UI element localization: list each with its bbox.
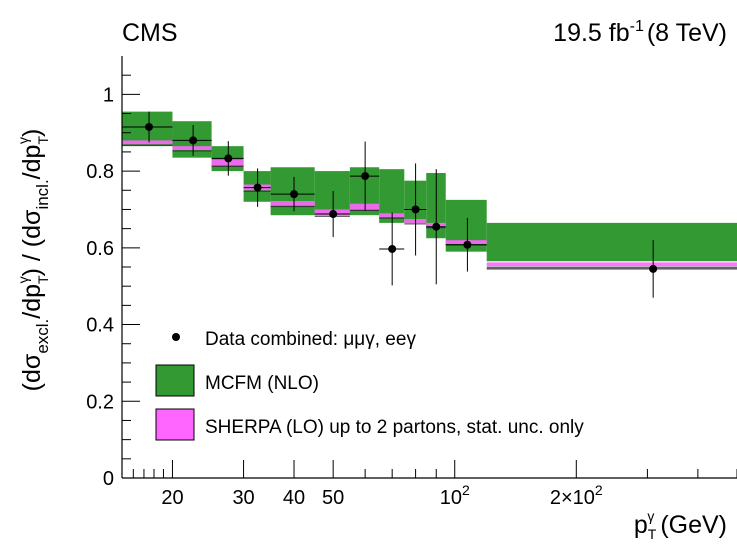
sherpa-band-bin <box>349 203 380 210</box>
data-point <box>145 122 154 131</box>
y-tick-label: 0.8 <box>86 161 114 183</box>
data-point <box>463 240 472 249</box>
legend-sherpa-swatch <box>155 408 195 441</box>
y-tick-label: 0 <box>103 468 114 490</box>
x-tick-label: 20 <box>161 487 183 509</box>
x-axis-title: pTγ (GeV) <box>634 508 727 542</box>
y-title-part: (dσ <box>18 353 46 391</box>
y-title-part: ) <box>18 129 46 137</box>
data-point <box>432 222 441 231</box>
sherpa-band-bin <box>270 201 315 206</box>
mcfm-band-bin <box>314 171 350 216</box>
experiment-label: CMS <box>122 19 178 47</box>
sherpa-band-bin <box>211 159 244 166</box>
y-tick-label: 0.4 <box>86 315 114 337</box>
x-tick-label: 102 <box>440 482 470 509</box>
data-point <box>290 190 299 199</box>
luminosity-energy: (8 TeV) <box>647 19 727 47</box>
luminosity-exponent: -1 <box>630 18 644 35</box>
y-title-sub: incl. <box>33 179 52 209</box>
data-point <box>649 264 658 273</box>
x-title-unit: (GeV) <box>660 511 727 539</box>
x-title-base: p <box>634 511 648 539</box>
y-title-part: /dp <box>18 284 46 319</box>
data-point <box>329 210 338 219</box>
x-tick-label-base: 20 <box>161 487 183 509</box>
data-point <box>411 205 420 214</box>
mcfm-band-bin <box>486 222 737 262</box>
data-point <box>361 172 370 181</box>
y-title-part: ) / (dσ <box>18 209 46 276</box>
y-title-sup: γ <box>15 276 31 283</box>
data-point <box>224 154 233 163</box>
y-title-sub: T <box>35 275 51 284</box>
legend: Data combined: μμγ, eeγ MCFM (NLO) SHERP… <box>155 329 584 441</box>
data-point <box>253 183 262 192</box>
legend-data-marker <box>172 333 180 341</box>
mcfm-band-layer <box>122 111 737 262</box>
x-tick-label-exponent: 2 <box>462 482 470 498</box>
x-tick-label-base: 10 <box>440 487 462 509</box>
y-tick-label: 0.6 <box>86 238 114 260</box>
x-tick-label: 2×102 <box>550 482 603 509</box>
legend-label-sherpa: SHERPA (LO) up to 2 partons, stat. unc. … <box>205 417 584 438</box>
luminosity-label: 19.5 fb-1 (8 TeV) <box>553 18 727 47</box>
x-tick-label-base: 50 <box>322 487 344 509</box>
y-title-sup: γ <box>15 137 31 144</box>
legend-mcfm-swatch <box>155 364 195 397</box>
sherpa-band-bin <box>172 146 212 150</box>
x-tick-label-base: 30 <box>232 487 254 509</box>
x-tick-label-base: 40 <box>283 487 305 509</box>
x-tick-label-exponent: 2 <box>595 482 603 498</box>
legend-label-mcfm: MCFM (NLO) <box>205 373 319 394</box>
x-title-sub: T <box>648 526 657 542</box>
data-point <box>388 244 397 253</box>
data-points-layer <box>122 111 737 298</box>
sherpa-band-bin <box>122 140 173 145</box>
x-tick-label: 40 <box>283 487 305 509</box>
sherpa-band-bin <box>486 262 737 267</box>
y-tick-label: 1 <box>103 84 114 106</box>
y-axis-title: (dσexcl./dpTγ) / (dσincl./dpTγ) <box>15 129 52 392</box>
x-tick-label: 30 <box>232 487 254 509</box>
x-tick-label: 50 <box>322 487 344 509</box>
luminosity-value: 19.5 fb <box>553 19 629 47</box>
y-title-sub: excl. <box>33 319 52 354</box>
x-tick-label-base: 2×10 <box>550 487 595 509</box>
legend-label-data: Data combined: μμγ, eeγ <box>205 329 416 350</box>
data-point <box>189 136 198 145</box>
y-title-part: /dp <box>18 145 46 180</box>
y-tick-label: 0.2 <box>86 391 114 413</box>
x-title-sup: γ <box>647 508 654 524</box>
y-title-sub: T <box>35 136 51 145</box>
